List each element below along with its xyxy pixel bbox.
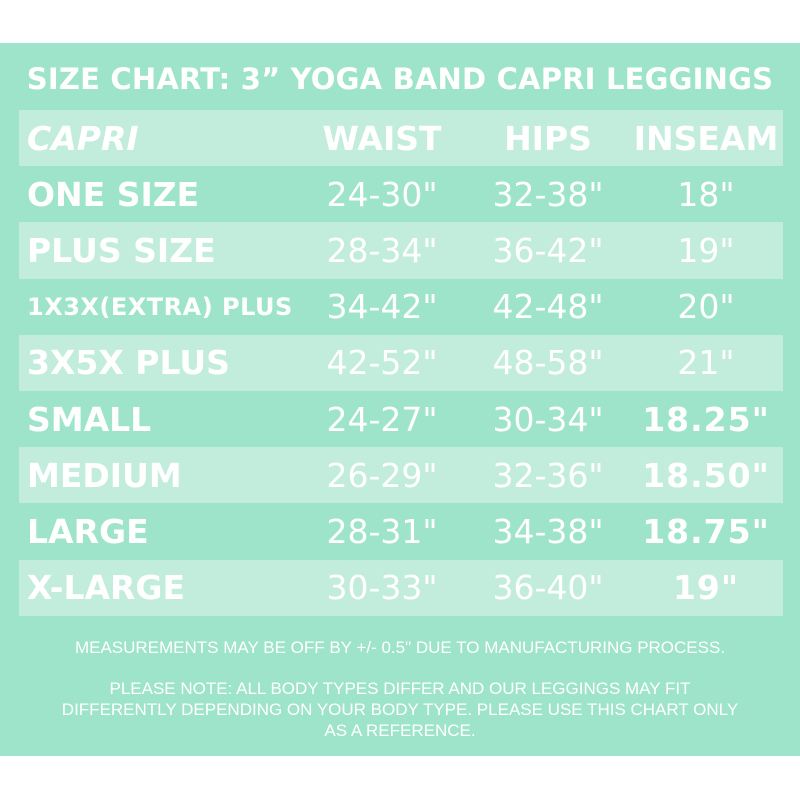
waist-value: 34-42" (326, 287, 438, 327)
hips-value: 34-38" (492, 511, 604, 551)
header-waist: WAIST (322, 118, 442, 158)
inseam-value: 21" (677, 343, 735, 383)
header-hips: HIPS (504, 118, 592, 158)
size-label: SMALL (27, 399, 152, 439)
hips-value: 32-36" (492, 455, 604, 495)
inseam-value: 18.25" (642, 399, 770, 439)
table-row: 1X3X(EXTRA) PLUS 34-42" 42-48" 20" (19, 278, 783, 335)
table-row: LARGE 28-31" 34-38" 18.75" (19, 503, 783, 560)
inseam-value: 19" (677, 230, 735, 270)
header-inseam: INSEAM (633, 118, 779, 158)
size-label: 1X3X(EXTRA) PLUS (27, 292, 293, 321)
table-row: SMALL 24-27" 30-34" 18.25" (19, 390, 783, 448)
table-row: ONE SIZE 24-30" 32-38" 18" (19, 166, 783, 223)
hips-value: 36-40" (492, 568, 604, 608)
waist-value: 28-31" (326, 511, 438, 551)
size-label: 3X5X PLUS (27, 343, 230, 383)
waist-value: 42-52" (326, 343, 438, 383)
size-label: MEDIUM (27, 455, 182, 495)
size-label: X-LARGE (27, 568, 186, 608)
size-label: PLUS SIZE (27, 230, 216, 270)
size-label: ONE SIZE (27, 174, 200, 214)
hips-value: 42-48" (492, 287, 604, 327)
waist-value: 26-29" (326, 455, 438, 495)
inseam-value: 18.75" (642, 511, 770, 551)
waist-value: 24-27" (326, 399, 438, 439)
inseam-value: 18.50" (642, 455, 770, 495)
table-header-row: CAPRI WAIST HIPS INSEAM (19, 110, 783, 167)
table-row: 3X5X PLUS 42-52" 48-58" 21" (19, 334, 783, 391)
size-label: LARGE (27, 511, 149, 551)
table-row: X-LARGE 30-33" 36-40" 19" (19, 559, 783, 616)
hips-value: 32-38" (492, 174, 604, 214)
hips-value: 36-42" (492, 230, 604, 270)
table-row: MEDIUM 26-29" 32-36" 18.50" (19, 447, 783, 504)
size-table: CAPRI WAIST HIPS INSEAM ONE SIZE 24-30" … (19, 110, 783, 616)
header-capri: CAPRI (27, 118, 139, 158)
waist-value: 28-34" (326, 230, 438, 270)
inseam-value: 19" (672, 568, 740, 608)
waist-value: 24-30" (326, 174, 438, 214)
inseam-value: 18" (677, 174, 735, 214)
hips-value: 48-58" (492, 343, 604, 383)
table-row: PLUS SIZE 28-34" 36-42" 19" (19, 222, 783, 279)
measurement-note: MEASUREMENTS MAY BE OFF BY +/- 0.5" DUE … (74, 638, 726, 657)
inseam-value: 20" (677, 287, 735, 327)
waist-value: 30-33" (326, 568, 438, 608)
hips-value: 30-34" (492, 399, 604, 439)
fit-note: PLEASE NOTE: ALL BODY TYPES DIFFER AND O… (61, 679, 739, 740)
chart-title: SIZE CHART: 3” YOGA BAND CAPRI LEGGINGS (26, 62, 774, 96)
